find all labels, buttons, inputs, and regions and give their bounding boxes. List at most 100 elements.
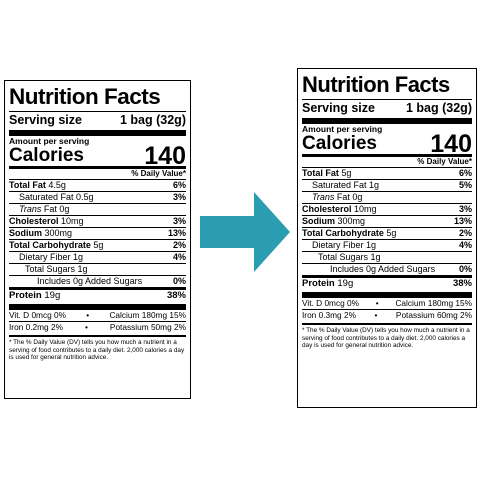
cholesterol-row: Cholesterol 10mg 3%	[9, 216, 186, 228]
bullet: •	[84, 322, 88, 332]
arrow-right-icon	[200, 192, 290, 272]
fiber-row: Dietary Fiber 1g 4%	[9, 252, 186, 264]
calories-value: 140	[430, 130, 472, 158]
calories-label: Calories	[302, 133, 377, 154]
nutrient-dv: 13%	[453, 216, 472, 226]
divider-thick	[9, 130, 186, 136]
nutrient-name: Fat 0g	[334, 192, 363, 202]
nutrient-dv: 2%	[172, 240, 186, 250]
added-sugars-row: Includes 0g Added Sugars 0%	[9, 276, 186, 287]
nutrient-amount: 19g	[44, 290, 61, 301]
calcium: Calcium 180mg 15%	[395, 298, 472, 308]
nutrient-amount: 4.5g	[48, 180, 66, 190]
nutrient-name: Cholesterol	[9, 216, 59, 226]
nutrient-name: Sodium	[9, 228, 42, 238]
amount-per-serving: Amount per serving	[302, 124, 383, 134]
divider-medium	[302, 154, 472, 157]
nutrient-name: Includes 0g Added Sugars	[330, 264, 436, 274]
daily-value-header: % Daily Value*	[302, 157, 472, 168]
iron: Iron 0.2mg 2%	[9, 322, 63, 332]
nutrient-name: Total Carbohydrate	[9, 240, 91, 250]
nutrient-name: Total Sugars 1g	[318, 252, 381, 262]
nutrient-dv: 2%	[458, 228, 472, 238]
divider-medium	[302, 275, 472, 278]
label-title: Nutrition Facts	[302, 72, 450, 97]
protein-row: Protein 19g 38%	[9, 290, 186, 301]
bullet: •	[374, 310, 378, 320]
nutrient-amount: 5g	[93, 240, 104, 250]
nutrition-label-updated: Nutrition Facts Serving size 1 bag (32g)…	[297, 68, 477, 408]
nutrient-name: Dietary Fiber 1g	[19, 252, 84, 262]
total-carb-row: Total Carbohydrate 5g 2%	[302, 228, 472, 240]
nutrient-dv: 6%	[458, 168, 472, 178]
footnote: * The % Daily Value (DV) tells you how m…	[9, 335, 186, 362]
nutrient-dv: 4%	[458, 240, 472, 250]
calcium: Calcium 180mg 15%	[109, 310, 186, 320]
serving-size-label: Serving size	[302, 101, 375, 115]
bullet: •	[375, 298, 379, 308]
nutrient-amount: 10mg	[354, 204, 377, 214]
nutrient-dv: 6%	[172, 180, 186, 190]
trans-fat-row: Trans Fat 0g	[9, 204, 186, 216]
amount-per-serving: Amount per serving	[9, 136, 90, 146]
vitamin-d: Vit. D 0mcg 0%	[302, 298, 360, 308]
total-sugars-row: Total Sugars 1g	[302, 252, 472, 264]
nutrient-name: Total Fat	[9, 180, 46, 190]
calories-row: Calories 140	[9, 142, 186, 170]
footnote: * The % Daily Value (DV) tells you how m…	[302, 323, 472, 350]
nutrient-name: Total Carbohydrate	[302, 228, 384, 238]
divider-medium	[9, 287, 186, 290]
nutrient-name: Protein	[302, 278, 335, 289]
protein-row: Protein 19g 38%	[302, 278, 472, 289]
divider-medium	[9, 166, 186, 169]
trans-fat-row: Trans Fat 0g	[302, 192, 472, 204]
nutrient-dv: 3%	[172, 192, 186, 202]
fiber-row: Dietary Fiber 1g 4%	[302, 240, 472, 252]
nutrient-name: Includes 0g Added Sugars	[37, 276, 143, 286]
total-fat-row: Total Fat 5g 6%	[302, 168, 472, 180]
nutrient-dv: 38%	[166, 290, 186, 301]
nutrient-dv: 13%	[167, 228, 186, 238]
nutrient-amount: 5g	[386, 228, 397, 238]
nutrient-name: Dietary Fiber 1g	[312, 240, 377, 250]
trans-italic: Trans	[19, 204, 42, 214]
nutrient-dv: 0%	[458, 264, 472, 274]
nutrient-dv: 3%	[172, 216, 186, 226]
nutrient-dv: 0%	[172, 276, 186, 286]
potassium: Potassium 60mg 2%	[395, 310, 472, 320]
nutrient-dv: 4%	[172, 252, 186, 262]
serving-size-row: Serving size 1 bag (32g)	[302, 99, 472, 115]
nutrient-name: Saturated Fat 1g	[312, 180, 380, 190]
iron: Iron 0.3mg 2%	[302, 310, 356, 320]
vitamin-row-2: Iron 0.3mg 2% • Potassium 60mg 2%	[302, 309, 472, 321]
added-sugars-row: Includes 0g Added Sugars 0%	[302, 264, 472, 275]
calories-row: Calories 140	[302, 130, 472, 158]
vitamin-row-1: Vit. D 0mcg 0% • Calcium 180mg 15%	[9, 310, 186, 321]
nutrient-name: Total Sugars 1g	[25, 264, 88, 274]
potassium: Potassium 50mg 2%	[109, 322, 186, 332]
vitamin-d: Vit. D 0mcg 0%	[9, 310, 67, 320]
serving-size-label: Serving size	[9, 113, 82, 127]
nutrient-name: Protein	[9, 290, 42, 301]
nutrient-name: Fat 0g	[41, 204, 70, 214]
divider-thick	[9, 304, 186, 310]
nutrient-amount: 5g	[341, 168, 352, 178]
nutrient-amount: 19g	[337, 278, 354, 289]
total-sugars-row: Total Sugars 1g	[9, 264, 186, 276]
nutrient-dv: 5%	[458, 180, 472, 190]
calories-value: 140	[144, 142, 186, 170]
cholesterol-row: Cholesterol 10mg 3%	[302, 204, 472, 216]
sodium-row: Sodium 300mg 13%	[9, 228, 186, 240]
vitamin-row-1: Vit. D 0mcg 0% • Calcium 180mg 15%	[302, 298, 472, 309]
daily-value-header: % Daily Value*	[9, 169, 186, 180]
nutrient-name: Sodium	[302, 216, 335, 226]
sodium-row: Sodium 300mg 13%	[302, 216, 472, 228]
divider-thick	[302, 118, 472, 124]
calories-label: Calories	[9, 145, 84, 166]
serving-size-value: 1 bag (32g)	[120, 113, 186, 127]
bullet: •	[86, 310, 90, 320]
nutrient-amount: 10mg	[61, 216, 84, 226]
label-title: Nutrition Facts	[9, 84, 161, 109]
saturated-fat-row: Saturated Fat 1g 5%	[302, 180, 472, 192]
serving-size-row: Serving size 1 bag (32g)	[9, 111, 186, 127]
